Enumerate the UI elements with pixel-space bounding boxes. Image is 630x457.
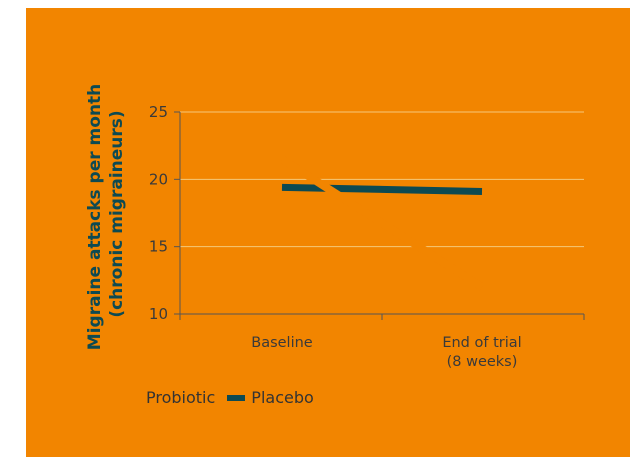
gridlines bbox=[180, 111, 584, 248]
y-tick-label-20: 20 bbox=[149, 170, 168, 188]
x-category-label-0: Baseline bbox=[251, 335, 313, 351]
series-lines bbox=[279, 155, 485, 291]
y-axis-label-line1: Migraine attacks per month bbox=[85, 84, 105, 351]
y-axis-label-line2: (chronic migraineurs) bbox=[107, 110, 127, 317]
legend-item-placebo: Placebo bbox=[227, 388, 314, 407]
legend-item-probiotic: Probiotic bbox=[122, 388, 215, 407]
x-category-label-0-line-0: Baseline bbox=[251, 335, 313, 351]
legend-swatch-placebo bbox=[227, 394, 246, 401]
legend-label-placebo: Placebo bbox=[251, 388, 314, 407]
orange-frame bbox=[26, 8, 630, 457]
series-line-placebo bbox=[281, 183, 483, 195]
x-category-label-1-line-0: End of trial bbox=[442, 335, 521, 351]
y-tick-label-25: 25 bbox=[149, 103, 168, 121]
axes bbox=[174, 111, 585, 320]
legend-label-probiotic: Probiotic bbox=[146, 388, 216, 407]
y-axis-label: Migraine attacks per month (chronic migr… bbox=[85, 78, 127, 350]
x-category-label-1-line-1: (8 weeks) bbox=[447, 354, 518, 370]
x-category-labels: Baseline End of trial (8 weeks) bbox=[251, 335, 521, 370]
y-tick-label-10: 10 bbox=[149, 305, 168, 323]
x-category-label-1: End of trial (8 weeks) bbox=[442, 335, 521, 370]
legend: Probiotic Placebo bbox=[122, 388, 318, 407]
y-tick-label-15: 15 bbox=[149, 238, 168, 256]
series-line-probiotic bbox=[279, 155, 485, 291]
legend-swatch-probiotic bbox=[122, 394, 140, 401]
y-tick-labels: 10 15 20 25 bbox=[149, 103, 168, 323]
